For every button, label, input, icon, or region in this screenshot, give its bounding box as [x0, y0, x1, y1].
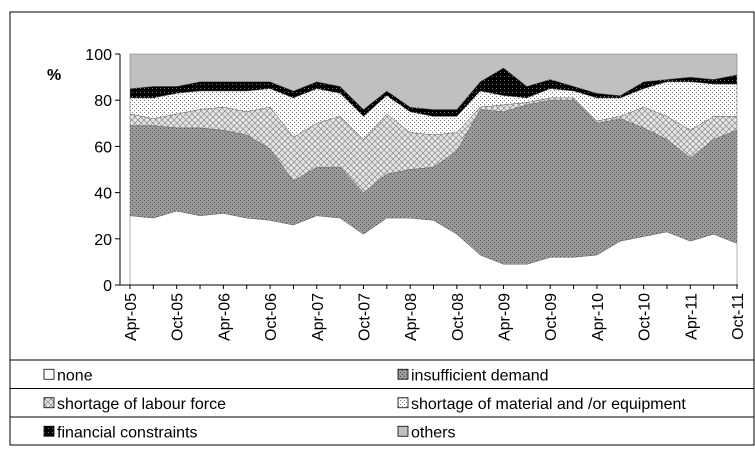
x-tick-label: Oct-06: [263, 293, 280, 341]
legend-swatch: [397, 397, 409, 409]
x-tick-label: Oct-10: [637, 293, 654, 341]
x-tick-label: Oct-11: [730, 293, 747, 340]
legend-label: others: [411, 424, 455, 441]
x-tick-label: Oct-09: [543, 293, 560, 341]
x-tick-label: Oct-07: [356, 293, 373, 341]
legend-label: insufficient demand: [411, 367, 549, 384]
legend-swatch: [43, 425, 55, 437]
y-tick-label: 0: [103, 278, 112, 295]
x-tick-label: Apr-08: [403, 293, 420, 341]
x-tick-label: Apr-11: [683, 293, 700, 340]
legend-label: financial constraints: [57, 424, 198, 441]
y-axis-label: %: [47, 67, 61, 84]
y-tick-label: 100: [85, 47, 112, 64]
x-tick-label: Apr-06: [216, 293, 233, 341]
legend-box: [9, 359, 755, 446]
legend-label: shortage of labour force: [57, 396, 226, 413]
x-tick-label: Apr-07: [310, 293, 327, 341]
area: [129, 53, 738, 110]
x-tick-label: Apr-05: [123, 293, 140, 341]
x-tick-label: Apr-10: [590, 293, 607, 341]
y-tick-label: 60: [94, 139, 112, 156]
y-tick-label: 80: [94, 93, 112, 110]
x-tick-label: Oct-05: [170, 293, 187, 341]
legend-label: shortage of material and /or equipment: [411, 396, 686, 413]
x-tick-label: Apr-09: [497, 293, 514, 341]
legend-swatch: [397, 368, 409, 380]
x-tick-label: Oct-08: [450, 293, 467, 341]
legend-swatch: [43, 397, 55, 409]
legend-swatch: [43, 368, 55, 380]
legend-swatch: [397, 425, 409, 437]
y-tick-label: 40: [94, 186, 112, 203]
y-tick-label: 20: [94, 232, 112, 249]
legend-label: none: [57, 367, 93, 384]
